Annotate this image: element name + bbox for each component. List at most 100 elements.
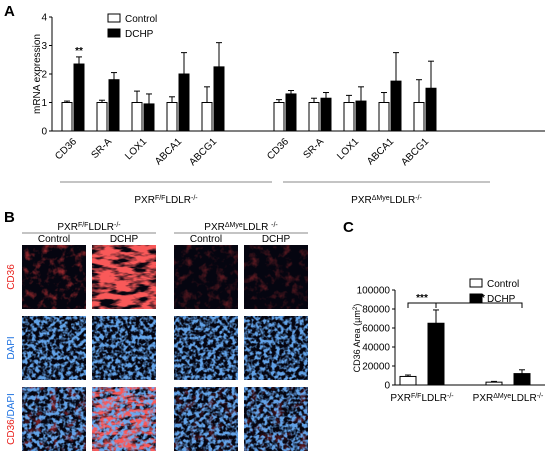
bar [320, 97, 332, 132]
label-part: ) [352, 304, 362, 307]
superscript: ΔMye [493, 393, 511, 400]
label: PXRΔMyeLDLR-/- [473, 393, 544, 405]
legend-swatch [107, 13, 121, 23]
x-tick-label: LOX1 [335, 136, 361, 162]
label-part: LDLR [421, 393, 447, 404]
y-tick-label: 3 [41, 41, 47, 52]
label-part: LDLR [390, 195, 416, 206]
label-part: PXR [473, 393, 494, 404]
bar [513, 373, 531, 386]
label: PXRΔMyeLDLR -/- [204, 222, 278, 234]
annotation: *** [416, 293, 428, 304]
blue-signal [22, 387, 86, 451]
column-label: DCHP [110, 234, 139, 245]
panel-label: A [4, 3, 15, 20]
superscript: -/- [191, 195, 198, 202]
row-label: DAPI [6, 336, 17, 359]
chart-a: 0 1 2 3 4 Control DCHP mRNA expression CD36 SR-A L… [32, 13, 545, 207]
row-label-part: CD36 [6, 419, 17, 445]
bar [166, 102, 178, 132]
x-tick-label: CD36 [265, 136, 291, 162]
label-part: PXR [204, 222, 225, 233]
row-label-part: /DAPI [6, 393, 17, 419]
legend-label: DCHP [487, 294, 516, 305]
y-tick-label: 0 [384, 381, 390, 392]
chart-c: 0 20000 40000 60000 80000 100000 Control DCHP CD… [352, 278, 545, 405]
legend-label: Control [125, 14, 157, 25]
x-tick-label: ABCA1 [365, 136, 396, 167]
panel-label: B [4, 209, 15, 226]
blue-signal [244, 316, 308, 380]
superscript: -/- [114, 222, 121, 229]
blue-signal [22, 316, 86, 380]
label: PXRF/FLDLR-/- [134, 195, 198, 207]
legend-swatch [469, 293, 483, 303]
label-part: CD36 Area (µm [352, 310, 362, 372]
row-label-part: DAPI [6, 336, 17, 359]
bar [61, 102, 73, 132]
x-tick-label: ABCA1 [153, 136, 184, 167]
y-tick-label: 40000 [362, 343, 390, 354]
blue-signal [244, 387, 308, 451]
label: PXRΔMyeLDLR-/- [351, 195, 422, 207]
bar [355, 100, 367, 132]
bar [427, 322, 445, 386]
annotation: ** [75, 46, 83, 57]
y-axis-title: mRNA expression [32, 34, 43, 114]
label-part: LDLR [165, 195, 191, 206]
x-tick-label: CD36 [53, 136, 79, 162]
bar [308, 102, 320, 132]
legend-swatch [469, 278, 483, 288]
blue-signal [174, 316, 238, 380]
red-signal [92, 245, 156, 309]
row-label: CD36 [6, 264, 17, 290]
label: PXRF/FLDLR-/- [390, 393, 454, 405]
column-label: DCHP [262, 234, 291, 245]
superscript: -/- [537, 393, 544, 400]
micrograph-grid: PXRF/FLDLR-/- PXRΔMyeLDLR -/-Control DCHP C… [6, 222, 308, 451]
legend-swatch [107, 28, 121, 38]
y-tick-label: 100000 [357, 286, 391, 297]
blue-signal [92, 316, 156, 380]
x-tick-label: SR-A [89, 136, 114, 161]
label-part: LDLR [88, 222, 114, 233]
panel-label: C [343, 219, 354, 236]
column-label: Control [38, 234, 70, 245]
superscript: F/F [411, 393, 422, 400]
bar [108, 79, 120, 132]
y-tick-label: 80000 [362, 305, 390, 316]
bar [213, 66, 225, 132]
legend-label: DCHP [125, 29, 154, 40]
label: CD36 Area (µm2) [352, 304, 363, 373]
bar [485, 381, 503, 386]
label-part: PXR [57, 222, 78, 233]
superscript: ΔMye [225, 222, 243, 229]
superscript: -/- [447, 393, 454, 400]
legend-label: Control [487, 279, 519, 290]
bracket [435, 302, 523, 308]
red-signal [244, 245, 308, 309]
label-part: PXR [134, 195, 155, 206]
bar [425, 87, 437, 132]
red-signal [174, 245, 238, 309]
y-tick-label: 0 [41, 127, 47, 138]
x-tick-label: SR-A [301, 136, 326, 161]
y-tick-label: 1 [41, 98, 47, 109]
row-label-part: CD36 [6, 264, 17, 290]
label: PXRF/FLDLR-/- [57, 222, 121, 234]
annotation: *** [473, 293, 485, 304]
y-tick-label: 60000 [362, 324, 390, 335]
bar [378, 102, 390, 132]
bar [273, 102, 285, 132]
bar [73, 63, 85, 132]
bar [131, 102, 143, 132]
blue-signal [174, 387, 238, 451]
superscript: ΔMye [372, 195, 390, 202]
y-tick-label: 20000 [362, 362, 390, 373]
label-part: LDLR [511, 393, 537, 404]
superscript: -/- [271, 222, 278, 229]
bar [143, 103, 155, 132]
x-tick-label: ABCG1 [187, 136, 219, 168]
y-tick-label: 4 [41, 13, 47, 24]
